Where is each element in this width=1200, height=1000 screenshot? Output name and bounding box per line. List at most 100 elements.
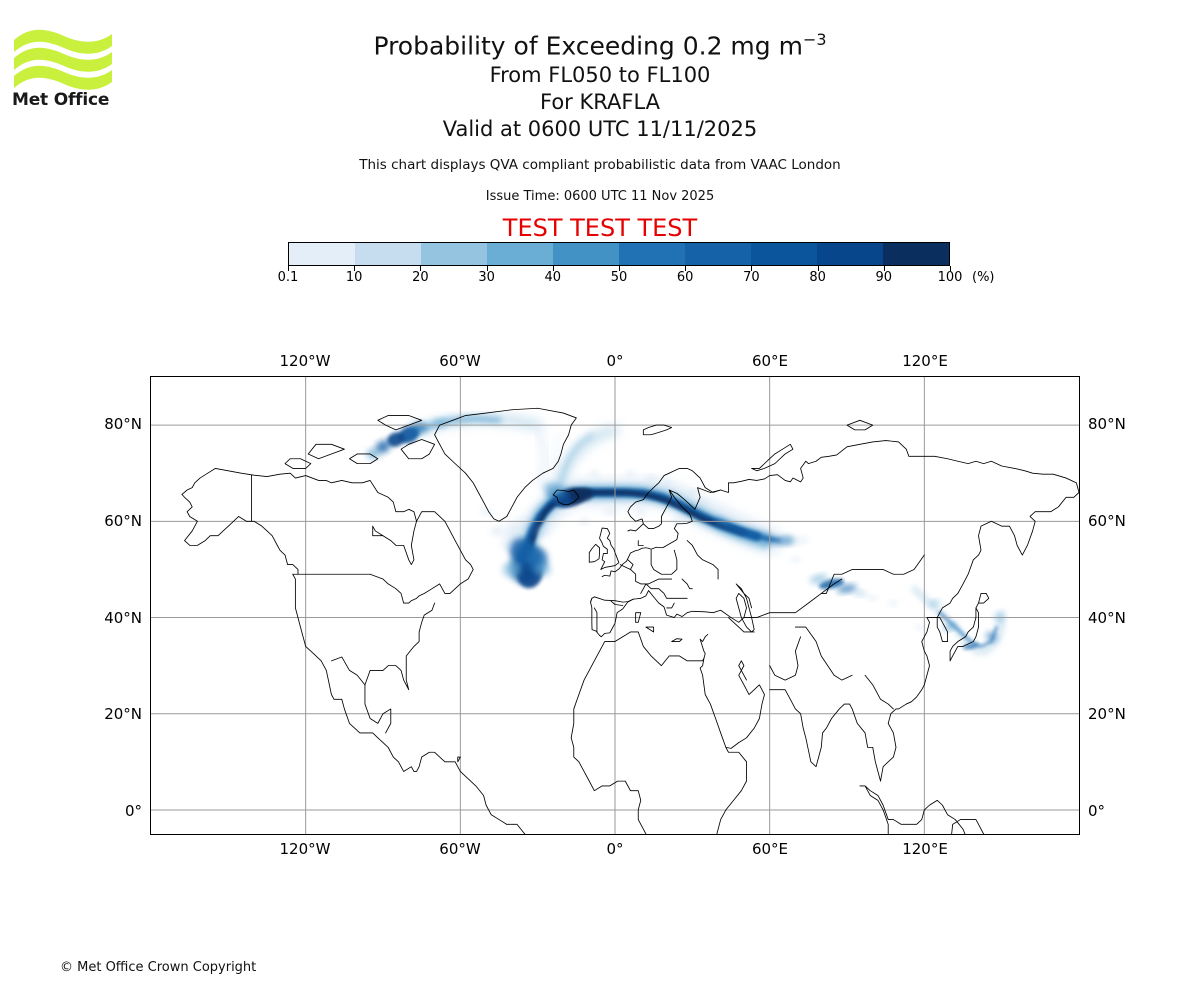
longitude-tick-120°E: 120°E (902, 352, 948, 370)
latitude-tick-right-20°N: 20°N (1088, 705, 1126, 724)
ash-plume-cell (375, 440, 391, 454)
ash-plume-cell (790, 557, 801, 563)
colorbar-tick-labels: 0.1 10 20 30 40 50 60 70 80 90 100 (278, 266, 962, 288)
political-border (637, 540, 644, 546)
coastline-path (635, 612, 642, 623)
issue-time: Issue Time: 0600 UTC 11 Nov 2025 (485, 189, 715, 205)
ash-plume-cell (501, 542, 512, 549)
colorbar-tick-50: 50 (610, 270, 628, 285)
colorbar-tick-20: 20 (412, 270, 429, 285)
colorbar-tickmark (288, 266, 289, 271)
colorbar-band-2 (421, 243, 487, 265)
coastline-path (949, 593, 990, 662)
coastline-path (642, 489, 673, 529)
coastline-path (364, 602, 436, 734)
political-border (640, 583, 688, 599)
political-border (864, 674, 894, 710)
coastline-path (552, 489, 580, 505)
ash-plume-cell (792, 537, 809, 545)
longitude-tick-120°E: 120°E (902, 840, 948, 858)
ash-plume-cell (985, 632, 997, 642)
ash-plume-cell (387, 432, 405, 447)
political-border (666, 602, 675, 609)
ash-plume-band (938, 611, 998, 648)
probability-colorbar (288, 242, 950, 266)
colorbar-band-0 (289, 243, 355, 265)
political-border (794, 626, 853, 681)
political-border (820, 554, 925, 594)
longitude-tick-60°E: 60°E (751, 352, 789, 370)
coastline-path (400, 439, 436, 460)
world-map[interactable] (150, 376, 1080, 835)
coastline-path (590, 597, 593, 603)
latitude-tick-left-80°N: 80°N (104, 415, 142, 434)
latitude-tick-left-40°N: 40°N (104, 608, 142, 627)
ash-plume-cell (915, 624, 924, 630)
ash-plume-cell (536, 526, 549, 535)
ash-plume-cell (809, 574, 828, 584)
met-office-waves-icon (12, 26, 122, 116)
colorbar-tick-30: 30 (478, 270, 495, 285)
ash-plume-cell (775, 536, 796, 545)
colorbar-unit-label: (%) (972, 270, 995, 285)
ash-plume-cell (943, 623, 957, 631)
ash-plume-cell (635, 508, 646, 515)
coastline-path (671, 638, 683, 642)
coastline-path (751, 443, 794, 472)
longitude-tick-0°: 0° (606, 840, 624, 858)
colorbar-tick-0.1: 0.1 (277, 270, 299, 285)
colorbar-band-6 (685, 243, 751, 265)
political-border (593, 607, 598, 633)
colorbar-tickmark (552, 266, 554, 271)
coastline-path (377, 415, 423, 431)
colorbar-tickmark (883, 266, 885, 271)
colorbar-band-7 (751, 243, 817, 265)
volcano-subtitle: For KRAFLA (540, 90, 660, 115)
political-border (619, 564, 673, 585)
colorbar-tickmark (619, 266, 620, 271)
coastline-path (181, 493, 299, 575)
longitude-tick-0°: 0° (606, 352, 624, 370)
coastline-path (599, 527, 620, 570)
test-banner: TEST TEST TEST (502, 214, 698, 243)
ash-plume-cell (542, 481, 559, 494)
ash-plume-cell (366, 448, 379, 459)
longitude-tick-60°E: 60°E (751, 840, 789, 858)
colorbar-swatches (288, 242, 950, 266)
longitude-tick-60°W: 60°W (439, 840, 481, 858)
ash-plume-band (535, 427, 548, 486)
ash-plume-cell (481, 508, 492, 515)
colorbar-band-8 (817, 243, 883, 265)
ash-plume-cell (569, 487, 594, 502)
coastline-path (645, 626, 655, 633)
coastline-path (307, 443, 345, 460)
latitude-tick-right-80°N: 80°N (1088, 415, 1126, 434)
ash-plume-cell (867, 595, 878, 601)
page-title-exponent: −3 (802, 30, 827, 49)
political-border (769, 636, 802, 681)
met-office-logo-text: Met Office (12, 90, 110, 110)
ash-plume-band (548, 433, 561, 480)
colorbar-tickmark (420, 266, 422, 271)
ash-plume-cell (625, 470, 636, 477)
coastline-path (642, 424, 673, 436)
ash-plume-cell (661, 479, 672, 486)
ash-plume-cell (490, 526, 503, 535)
colorbar-tick-100: 100 (937, 270, 963, 285)
coastline-path (570, 737, 747, 834)
latitude-tick-right-60°N: 60°N (1088, 511, 1126, 530)
longitude-tick-120°W: 120°W (279, 352, 331, 370)
colorbar-tickmark (817, 266, 819, 271)
colorbar-tick-40: 40 (544, 270, 562, 285)
latitude-tick-right-0°: 0° (1088, 801, 1106, 820)
qva-note: This chart displays QVA compliant probab… (359, 157, 841, 174)
ash-plume-band (525, 490, 747, 558)
ash-plume-cell (534, 562, 551, 577)
coastline-path (292, 573, 508, 825)
colorbar-tickmark (685, 266, 687, 271)
ash-plume-cell (646, 475, 657, 482)
colorbar-tickmark (751, 266, 753, 271)
coastline-path (769, 492, 1079, 782)
coastline-path (601, 440, 1079, 578)
